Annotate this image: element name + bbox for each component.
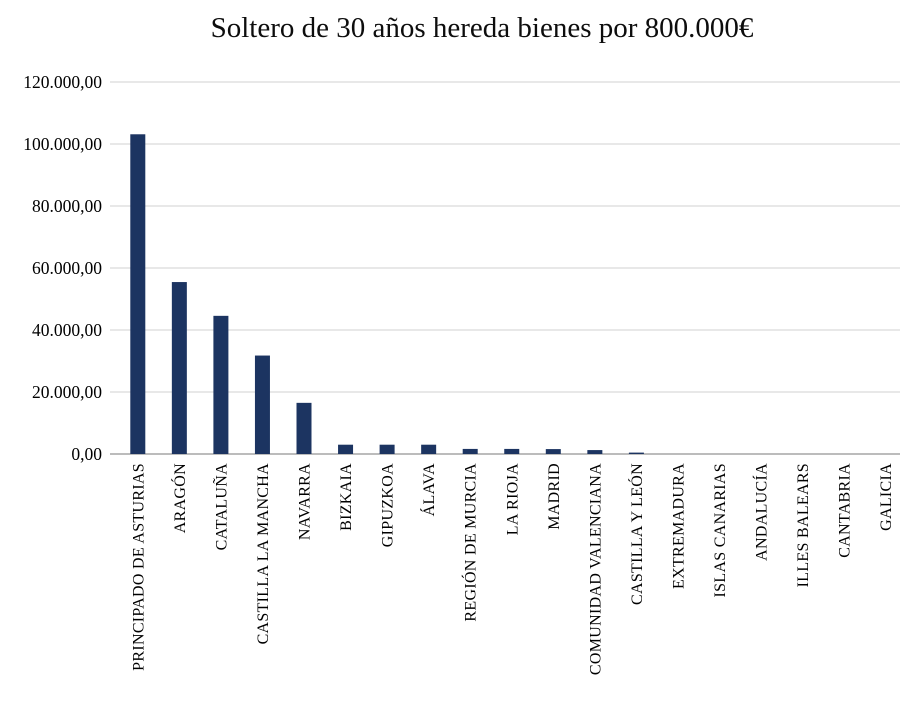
x-axis-label-la-rioja: LA RIOJA bbox=[504, 463, 521, 535]
x-axis-label-cataluna: CATALUÑA bbox=[212, 463, 230, 550]
x-axis-label-gipuzkoa: GIPUZKOA bbox=[380, 463, 397, 547]
y-tick-label-80000: 80.000,00 bbox=[32, 196, 102, 216]
bar-la-rioja bbox=[504, 448, 520, 454]
y-tick-label-60000: 60.000,00 bbox=[32, 258, 102, 278]
x-axis-label-castilla-la-mancha: CASTILLA LA MANCHA bbox=[255, 463, 272, 645]
x-axis-label-cantabria: CANTABRIA bbox=[837, 463, 854, 558]
y-tick-label-20000: 20.000,00 bbox=[32, 382, 102, 402]
bar-castilla-la-mancha bbox=[254, 355, 270, 454]
x-axis-label-islas-canarias: ISLAS CANARIAS bbox=[712, 463, 729, 597]
bar-navarra bbox=[296, 402, 312, 454]
x-axis-label-extremadura: EXTREMADURA bbox=[670, 463, 687, 589]
bar-principado-de-asturias bbox=[130, 134, 146, 454]
y-tick-label-40000: 40.000,00 bbox=[32, 320, 102, 340]
bar-aragon bbox=[171, 282, 187, 454]
x-axis-label-andalucia: ANDALUCÍA bbox=[752, 463, 771, 561]
y-tick-label-0: 0,00 bbox=[71, 444, 102, 464]
bar-bizkaia bbox=[338, 444, 354, 454]
x-axis-label-galicia: GALICIA bbox=[878, 463, 895, 531]
y-tick-label-120000: 120.000,00 bbox=[23, 72, 102, 92]
x-axis-label-aragon: ARAGÓN bbox=[170, 463, 189, 533]
x-axis-label-illes-balears: ILLES BALEARS bbox=[795, 463, 812, 587]
bar-gipuzkoa bbox=[379, 444, 395, 454]
x-axis-label-navarra: NAVARRA bbox=[297, 463, 314, 540]
bar-alava bbox=[421, 444, 437, 454]
x-axis-label-principado-de-asturias: PRINCIPADO DE ASTURIAS bbox=[130, 463, 147, 671]
x-axis-label-castilla-y-leon: CASTILLA Y LEÓN bbox=[627, 463, 646, 605]
x-axis-label-comunidad-valenciana: COMUNIDAD VALENCIANA bbox=[587, 463, 604, 675]
x-axis-label-alava: ÁLAVA bbox=[419, 463, 438, 517]
x-axis-label-region-de-murcia: REGIÓN DE MURCIA bbox=[461, 463, 480, 622]
y-tick-label-100000: 100.000,00 bbox=[23, 134, 102, 154]
bar-madrid bbox=[545, 449, 561, 454]
chart-title: Soltero de 30 años hereda bienes por 800… bbox=[210, 12, 754, 44]
bar-comunidad-valenciana bbox=[587, 450, 603, 454]
bar-cataluna bbox=[213, 315, 229, 454]
x-axis-label-bizkaia: BIZKAIA bbox=[338, 463, 355, 531]
bar-region-de-murcia bbox=[462, 448, 478, 454]
bar-castilla-y-leon bbox=[628, 452, 644, 454]
x-axis-label-madrid: MADRID bbox=[546, 463, 563, 530]
